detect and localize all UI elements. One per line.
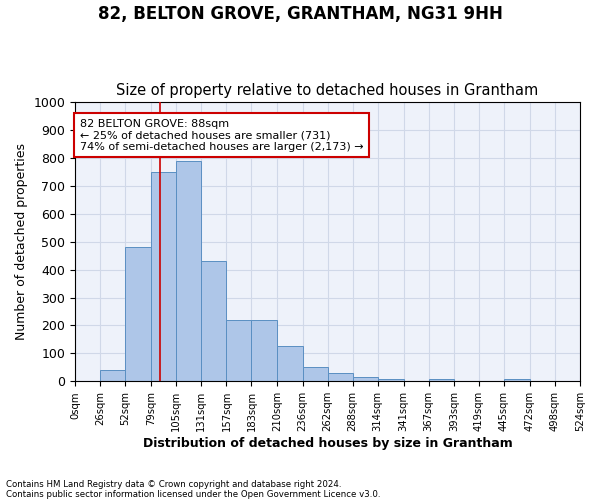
Text: 82, BELTON GROVE, GRANTHAM, NG31 9HH: 82, BELTON GROVE, GRANTHAM, NG31 9HH	[98, 5, 502, 23]
Title: Size of property relative to detached houses in Grantham: Size of property relative to detached ho…	[116, 83, 539, 98]
Bar	[202, 260, 226, 382]
Text: 82 BELTON GROVE: 88sqm
← 25% of detached houses are smaller (731)
74% of semi-de: 82 BELTON GROVE: 88sqm ← 25% of detached…	[80, 118, 364, 152]
Bar	[429, 379, 454, 382]
Bar	[226, 320, 251, 382]
Bar	[176, 160, 202, 382]
X-axis label: Distribution of detached houses by size in Grantham: Distribution of detached houses by size …	[143, 437, 512, 450]
Bar	[353, 377, 377, 382]
Bar	[377, 379, 404, 382]
Bar	[277, 346, 302, 382]
Text: Contains HM Land Registry data © Crown copyright and database right 2024.
Contai: Contains HM Land Registry data © Crown c…	[6, 480, 380, 499]
Bar	[251, 320, 277, 382]
Y-axis label: Number of detached properties: Number of detached properties	[15, 143, 28, 340]
Bar	[328, 373, 353, 382]
Bar	[151, 172, 176, 382]
Bar	[302, 367, 328, 382]
Bar	[504, 379, 530, 382]
Bar	[125, 247, 151, 382]
Bar	[100, 370, 125, 382]
